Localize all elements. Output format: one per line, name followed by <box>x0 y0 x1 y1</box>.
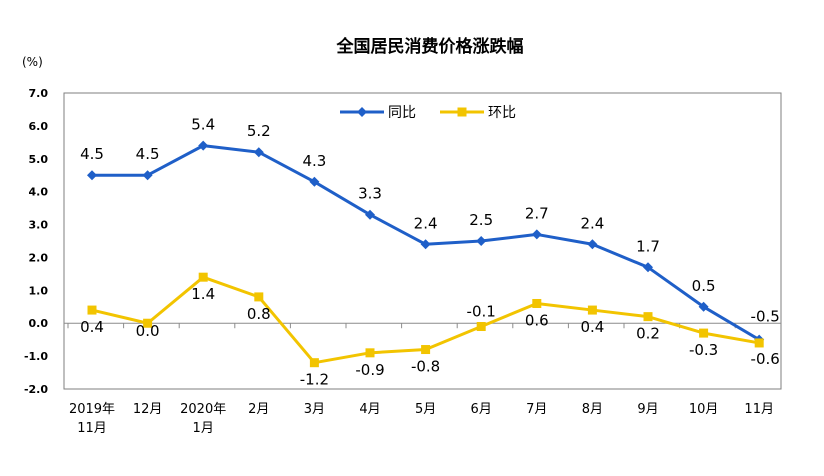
plot-frame <box>63 92 782 390</box>
data-label-环比: 0.4 <box>80 318 104 336</box>
data-point-同比 <box>420 239 431 250</box>
data-point-同比 <box>253 147 264 158</box>
y-axis-unit: (%) <box>22 55 43 69</box>
y-tick-label: 4.0 <box>29 186 49 199</box>
y-tick-label: 0.0 <box>29 317 49 330</box>
data-label-同比: 4.5 <box>136 145 160 163</box>
x-tick-label: 3月 <box>304 402 325 417</box>
data-label-同比: 4.5 <box>80 145 104 163</box>
y-tick-label: 1.0 <box>29 284 49 297</box>
x-tick-label: 2019年 <box>69 402 115 417</box>
data-point-环比 <box>309 358 319 368</box>
data-point-同比 <box>198 140 209 151</box>
data-label-同比: 2.4 <box>580 214 604 232</box>
data-label-同比: 1.7 <box>636 237 660 255</box>
x-tick-label: 9月 <box>637 402 658 417</box>
data-label-环比: -0.6 <box>751 350 780 368</box>
x-tick-label: 5月 <box>415 402 436 417</box>
data-label-环比: 0.0 <box>136 322 160 340</box>
x-tick-label: 2月 <box>248 402 269 417</box>
data-point-环比 <box>532 298 542 308</box>
legend-label-环比: 环比 <box>488 105 516 121</box>
y-tick-label: -2.0 <box>24 383 48 396</box>
data-point-环比 <box>587 305 597 315</box>
x-tick-label: 6月 <box>471 402 492 417</box>
data-point-同比 <box>587 239 598 250</box>
data-label-环比: 0.6 <box>525 311 549 329</box>
data-label-同比: 2.7 <box>525 204 549 222</box>
data-label-环比: -1.2 <box>300 371 329 389</box>
data-point-环比 <box>87 305 97 315</box>
data-label-同比: 3.3 <box>358 185 382 203</box>
data-label-同比: 4.3 <box>302 152 326 170</box>
x-tick-label: 10月 <box>689 402 719 417</box>
data-point-环比 <box>643 312 653 322</box>
data-label-环比: -0.9 <box>355 361 384 379</box>
x-tick-label: 8月 <box>582 402 603 417</box>
legend-label-同比: 同比 <box>388 105 416 121</box>
y-tick-label: 7.0 <box>29 87 49 100</box>
data-point-环比 <box>198 272 208 282</box>
x-tick-label: 11月 <box>744 402 774 417</box>
data-label-环比: 0.8 <box>247 305 271 323</box>
data-point-环比 <box>754 338 764 348</box>
y-tick-label: 3.0 <box>29 219 49 232</box>
x-tick-label: 7月 <box>526 402 547 417</box>
data-label-同比: 2.4 <box>414 214 438 232</box>
data-point-环比 <box>365 348 375 358</box>
data-label-同比: -0.5 <box>751 308 780 326</box>
x-tick-label: 4月 <box>359 402 380 417</box>
data-point-环比 <box>476 322 486 332</box>
x-tick-label: 12月 <box>133 402 163 417</box>
data-label-环比: -0.1 <box>467 303 496 321</box>
x-tick-label: 2020年 <box>180 402 226 417</box>
y-tick-label: 5.0 <box>29 153 49 166</box>
data-point-同比 <box>365 209 375 220</box>
data-point-同比 <box>531 229 542 240</box>
data-point-同比 <box>142 170 153 181</box>
data-point-环比 <box>143 318 153 328</box>
data-label-环比: -0.8 <box>411 358 440 376</box>
data-point-环比 <box>421 345 431 355</box>
data-label-环比: -0.3 <box>689 341 718 359</box>
data-point-同比 <box>476 236 487 246</box>
data-point-同比 <box>309 176 320 187</box>
y-tick-label: 2.0 <box>29 251 49 264</box>
x-tick-label: 11月 <box>77 421 107 436</box>
data-label-同比: 2.5 <box>469 211 493 229</box>
plot-area: 7.0 6.0 5.0 4.0 3.0 2.0 1.0 0.0 -1.0 -2.0 2019年 11月… <box>24 87 782 436</box>
data-label-环比: 0.2 <box>636 325 660 343</box>
data-point-环比 <box>254 292 264 302</box>
data-label-环比: 1.4 <box>191 285 215 303</box>
data-label-同比: 5.2 <box>247 122 271 140</box>
data-label-同比: 0.5 <box>692 277 716 295</box>
data-point-同比 <box>87 170 97 181</box>
chart-title: 全国居民消费价格涨跌幅 <box>336 36 524 57</box>
y-tick-label: -1.0 <box>24 350 48 363</box>
y-tick-label: 6.0 <box>29 120 49 133</box>
data-point-同比 <box>643 262 653 273</box>
data-label-环比: 0.4 <box>580 318 604 336</box>
data-point-环比 <box>699 328 709 338</box>
legend-marker-同比 <box>357 107 367 117</box>
data-label-同比: 5.4 <box>191 116 215 134</box>
legend-marker-环比 <box>457 107 467 117</box>
x-tick-label: 1月 <box>193 421 214 436</box>
data-point-同比 <box>698 301 709 312</box>
